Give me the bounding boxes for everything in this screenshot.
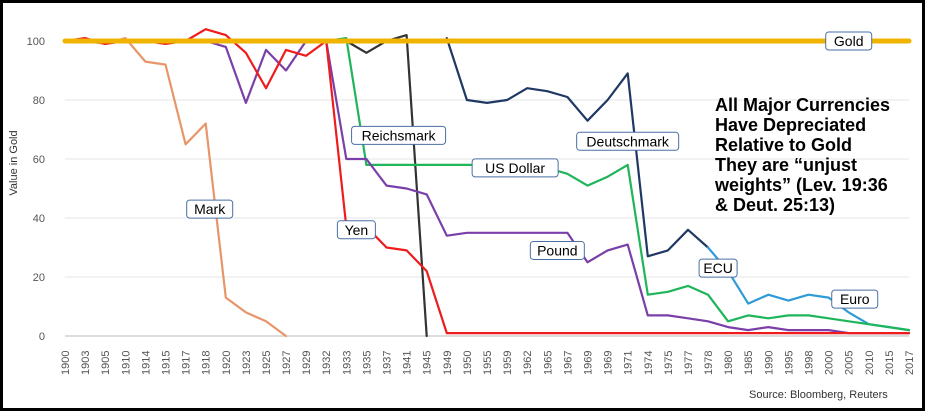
- x-tick-label: 1967: [562, 351, 574, 375]
- y-tick-label: 40: [33, 213, 45, 225]
- source-note: Source: Bloomberg, Reuters: [749, 389, 888, 401]
- x-tick-label: 1933: [341, 351, 353, 375]
- x-tick-label: 2017: [904, 351, 916, 375]
- x-tick-label: 1903: [80, 351, 92, 375]
- x-tick-label: 1927: [281, 351, 293, 375]
- x-tick-label: 1932: [321, 351, 333, 375]
- x-tick-label: 1980: [723, 351, 735, 375]
- svg-text:ECU: ECU: [703, 260, 733, 276]
- x-tick-label: 1920: [221, 351, 233, 375]
- series-line-deutschmark: [445, 37, 710, 258]
- series-line-yen: [63, 28, 911, 335]
- x-tick-label: 1910: [120, 351, 132, 375]
- x-tick-label: 1975: [663, 351, 675, 375]
- x-tick-label: 1949: [442, 351, 454, 375]
- y-tick-label: 20: [33, 272, 45, 284]
- x-tick-label: 2010: [864, 351, 876, 375]
- x-tick-label: 1941: [402, 351, 414, 375]
- x-tick-label: 1950: [462, 351, 474, 375]
- callout-deutschmark: Deutschmark: [576, 131, 680, 151]
- x-tick-label: 1918: [201, 351, 213, 375]
- svg-text:Gold: Gold: [834, 33, 864, 49]
- x-tick-label: 1935: [361, 351, 373, 375]
- x-tick-label: 1955: [482, 351, 494, 375]
- x-tick-label: 1965: [542, 351, 554, 375]
- x-tick-label: 1977: [683, 351, 695, 375]
- x-tick-label: 1923: [241, 351, 253, 375]
- svg-text:US Dollar: US Dollar: [485, 160, 545, 176]
- y-tick-label: 80: [33, 95, 45, 107]
- x-tick-label: 2005: [844, 351, 856, 375]
- x-tick-label: 1900: [60, 351, 72, 375]
- x-tick-label: 1998: [804, 351, 816, 375]
- x-tick-label: 1971: [623, 351, 635, 375]
- x-tick-label: 1945: [422, 351, 434, 375]
- x-tick-label: 1995: [783, 351, 795, 375]
- x-tick-labels: 1900 1903 1905 1910 1914 1915 1917 1918 1920 1923…: [60, 351, 916, 375]
- callout-euro: Euro: [831, 289, 879, 309]
- x-tick-label: 1915: [160, 351, 172, 375]
- x-tick-label: 1917: [181, 351, 193, 375]
- callout-us-dollar: US Dollar: [471, 158, 559, 178]
- y-tick-label: 60: [33, 154, 45, 166]
- series-callouts: Gold Mark Reichsmark Yen US Dollar Deutschmar…: [186, 31, 879, 309]
- x-tick-label: 1959: [502, 351, 514, 375]
- x-tick-label: 1990: [763, 351, 775, 375]
- headline-line: weights” (Lev. 19:36: [715, 175, 888, 195]
- callout-pound: Pound: [529, 240, 585, 260]
- x-tick-label: 1962: [522, 351, 534, 375]
- headline-line: Relative to Gold: [715, 135, 853, 155]
- x-tick-label: 2000: [824, 351, 836, 375]
- x-tick-label: 2015: [884, 351, 896, 375]
- callout-reichsmark: Reichsmark: [351, 125, 447, 145]
- y-tick-label: 0: [39, 331, 45, 343]
- svg-text:Pound: Pound: [537, 242, 577, 258]
- y-tick-labels: 0 20 40 60 80 100: [27, 36, 45, 343]
- svg-text:Euro: Euro: [840, 291, 870, 307]
- x-tick-label: 1905: [100, 351, 112, 375]
- x-tick-label: 1974: [643, 351, 655, 375]
- callout-mark: Mark: [186, 199, 234, 219]
- headline-line: & Deut. 25:13): [715, 195, 836, 215]
- x-tick-label: 1969: [582, 351, 594, 375]
- svg-text:Reichsmark: Reichsmark: [362, 127, 437, 143]
- x-tick-label: 1937: [382, 351, 394, 375]
- x-tick-label: 1985: [743, 351, 755, 375]
- callout-ecu: ECU: [698, 258, 738, 278]
- callout-gold: Gold: [825, 31, 873, 51]
- svg-text:Yen: Yen: [345, 222, 369, 238]
- x-tick-label: 1978: [703, 351, 715, 375]
- headline-line: They are “unjust: [715, 155, 858, 175]
- x-tick-label: 1914: [140, 351, 152, 375]
- x-tick-label: 1969: [603, 351, 615, 375]
- y-tick-label: 100: [27, 36, 45, 48]
- svg-text:Deutschmark: Deutschmark: [586, 133, 669, 149]
- x-tick-label: 1925: [261, 351, 273, 375]
- chart-headline: All Major Currencies Have Depreciated Re…: [715, 95, 915, 215]
- y-axis-label: Value in Gold: [8, 130, 20, 195]
- svg-text:Mark: Mark: [194, 201, 226, 217]
- x-tick-label: 1929: [301, 351, 313, 375]
- callout-yen: Yen: [336, 220, 376, 240]
- headline-line: All Major Currencies: [715, 95, 891, 115]
- headline-line: Have Depreciated: [715, 115, 867, 135]
